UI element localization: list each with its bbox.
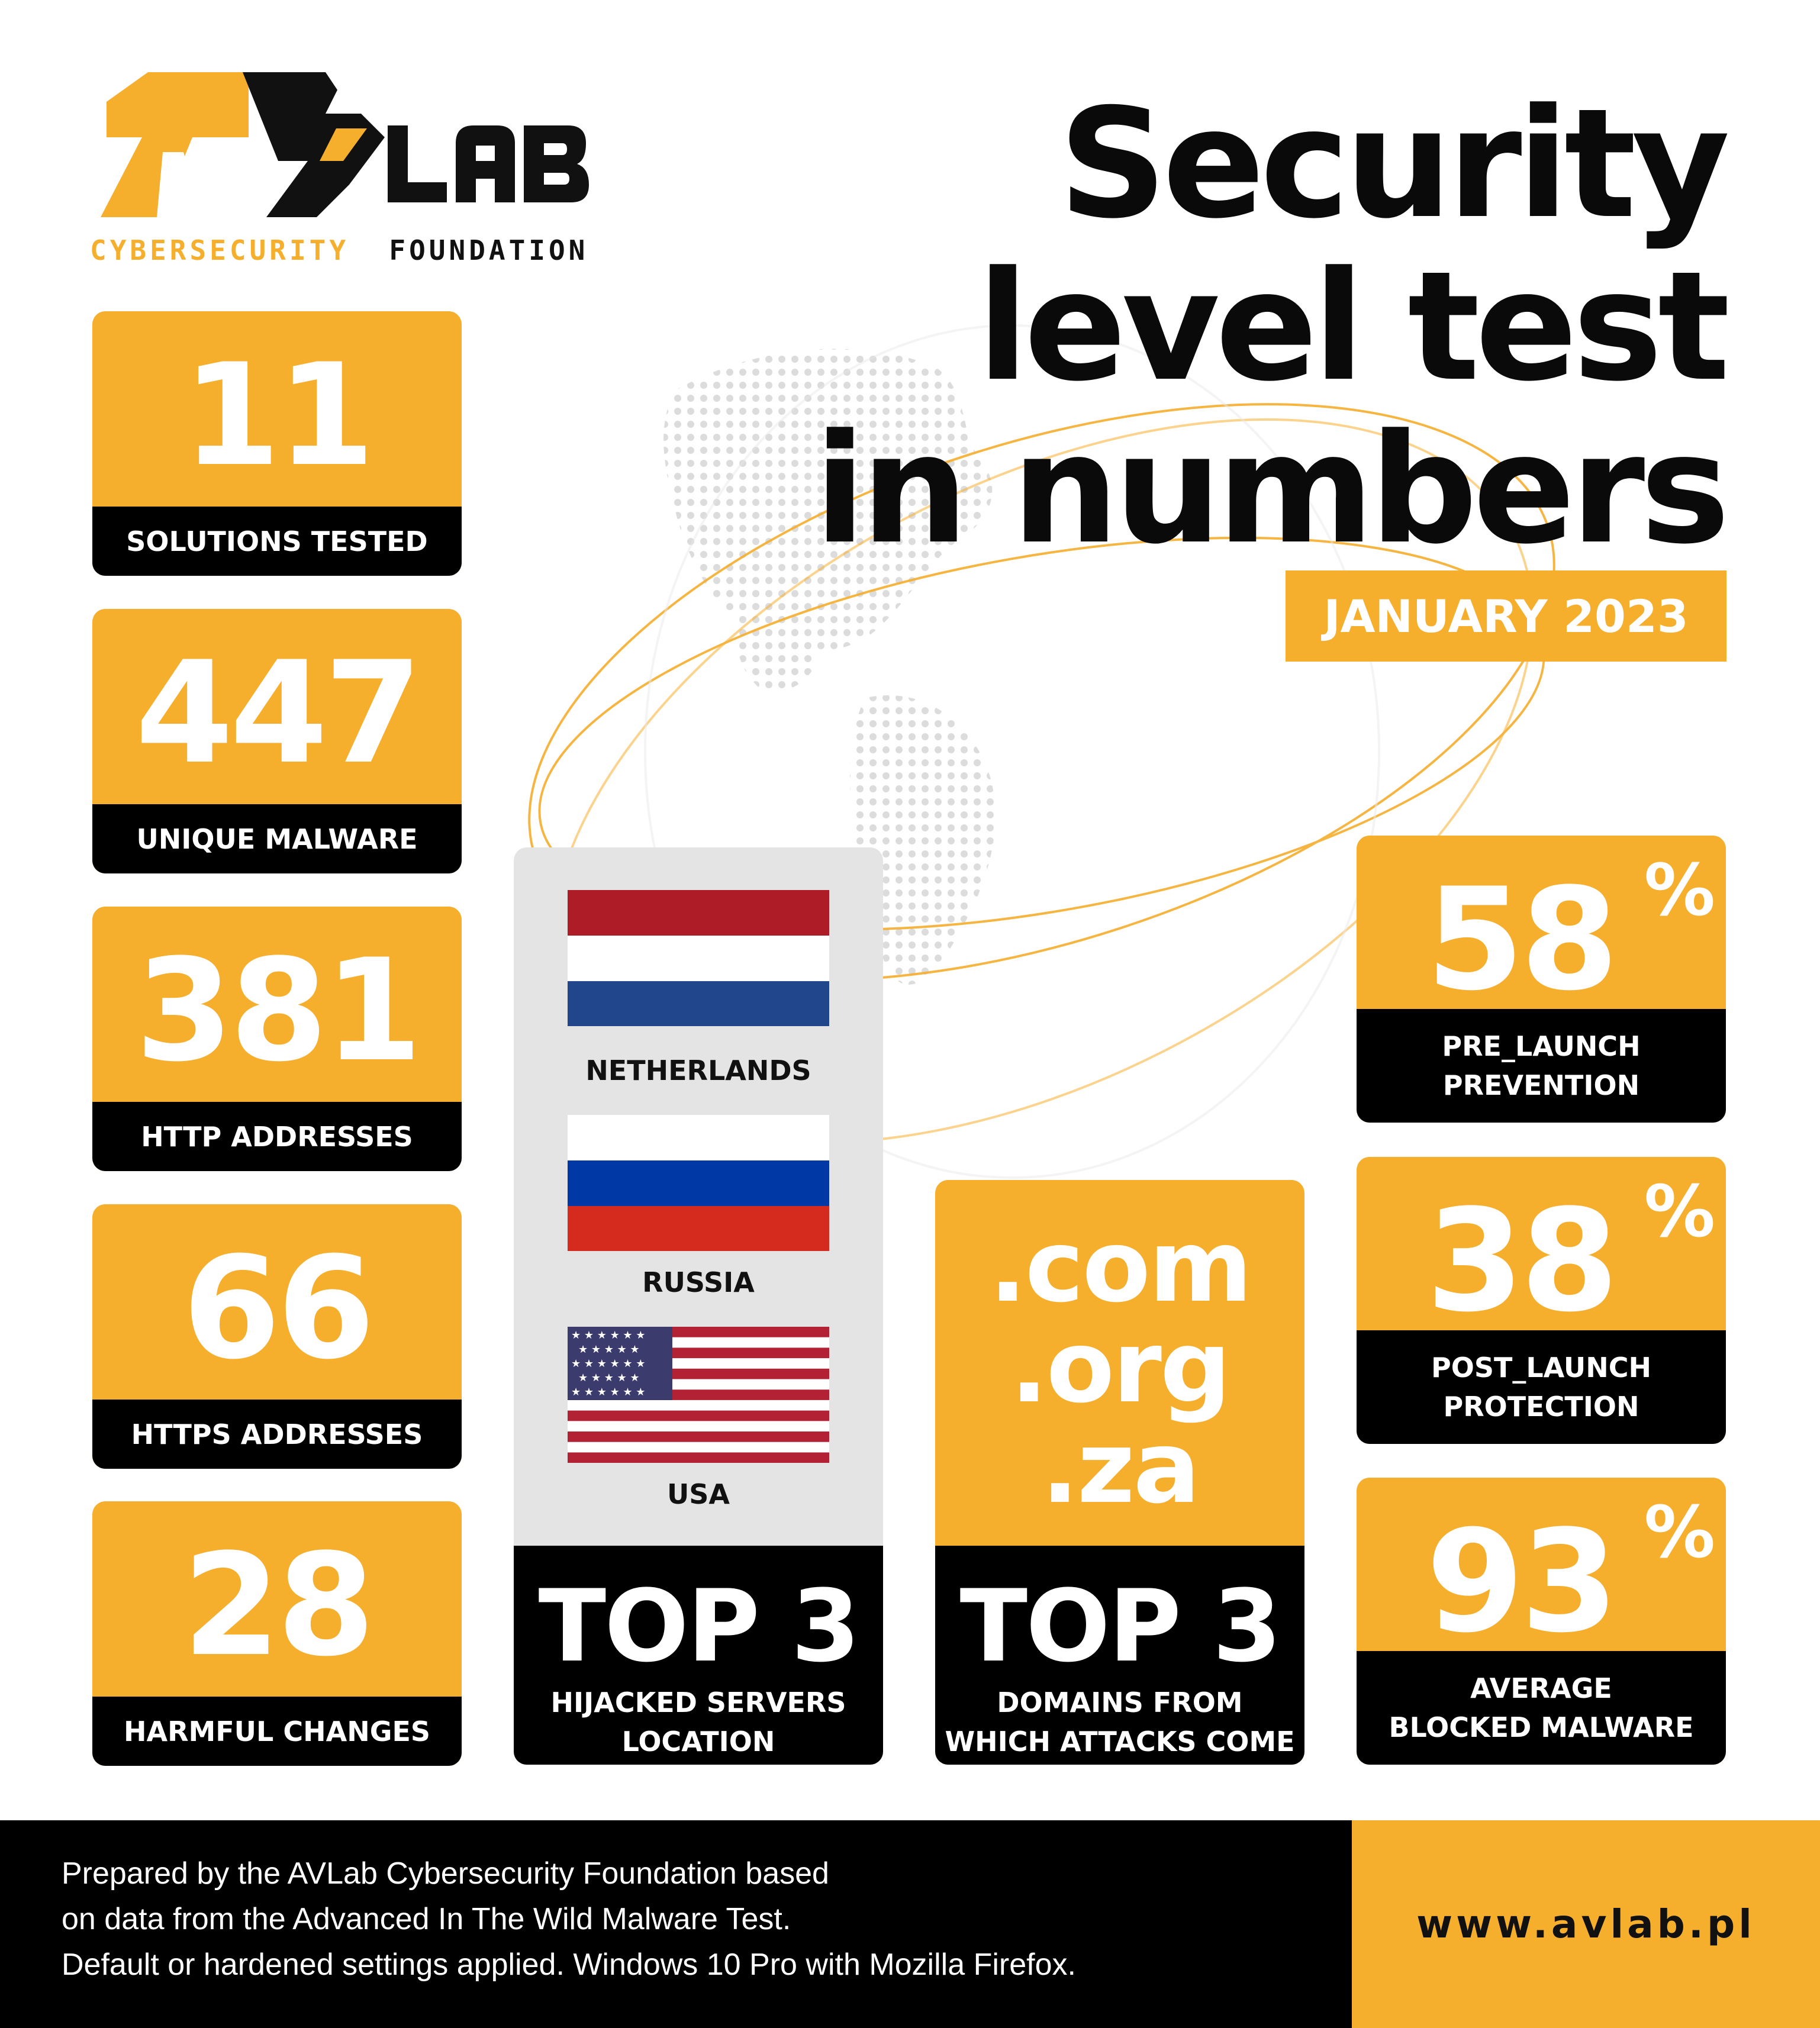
stat-label-text: HTTP ADDRESSES <box>141 1120 413 1153</box>
netherlands-flag-icon <box>568 890 829 1026</box>
footer-url-box: www.avlab.pl <box>1352 1820 1820 2028</box>
usa-flag-icon: ★ ★ ★ ★ ★ ★ ★ ★ ★ ★ ★ ★ ★ ★ ★ ★ ★ ★ ★ ★ … <box>568 1327 829 1463</box>
footer: Prepared by the AVLab Cybersecurity Foun… <box>0 1820 1820 2028</box>
footer-note-line-2: on data from the Advanced In The Wild Ma… <box>62 1902 791 1936</box>
top3-servers-caption-2: LOCATION <box>621 1726 775 1758</box>
stat-label-text: SOLUTIONS TESTED <box>126 525 428 557</box>
domain-org: .org <box>1010 1309 1231 1425</box>
footer-note-line-3: Default or hardened settings applied. Wi… <box>62 1948 1076 1982</box>
stat-label-text: HARMFUL CHANGES <box>123 1715 431 1748</box>
top3-domains-caption-2: WHICH ATTACKS COME <box>945 1726 1295 1758</box>
domain-za: .za <box>1041 1410 1200 1526</box>
globe-background <box>528 324 1555 1179</box>
top3-servers-caption-1: HIJACKED SERVERS <box>550 1687 846 1719</box>
stat-card-unique-malware: 447 UNIQUE MALWARE <box>92 609 462 873</box>
stat-value: 66 <box>182 1227 375 1391</box>
title-line-3: in numbers <box>814 402 1730 578</box>
website-link[interactable]: www.avlab.pl <box>1416 1901 1755 1947</box>
svg-text:★ ★ ★ ★ ★: ★ ★ ★ ★ ★ <box>578 1343 640 1356</box>
domain-com: .com <box>989 1208 1252 1324</box>
stat-label: AVERAGE BLOCKED MALWARE <box>1357 1651 1726 1765</box>
stat-value: 447 <box>135 631 423 795</box>
percent-sign: % <box>1644 1492 1715 1574</box>
stat-label-line-1: AVERAGE <box>1470 1672 1612 1704</box>
svg-text:★ ★ ★ ★ ★ ★: ★ ★ ★ ★ ★ ★ <box>571 1329 645 1342</box>
top3-servers-card: NETHERLANDS RUSSIA ★ ★ ★ ★ ★ ★ ★ ★ ★ ★ ★… <box>514 847 883 1765</box>
svg-text:★ ★ ★ ★ ★ ★: ★ ★ ★ ★ ★ ★ <box>571 1386 645 1398</box>
stat-label-line-2: BLOCKED MALWARE <box>1389 1711 1694 1743</box>
footer-note-line-1: Prepared by the AVLab Cybersecurity Foun… <box>62 1856 829 1891</box>
stat-card-http-addresses: 381 HTTP ADDRESSES <box>92 907 462 1171</box>
logo-av-mark <box>101 72 385 217</box>
stat-card-post-launch-protection: 38 % POST_LAUNCH PROTECTION <box>1357 1157 1726 1444</box>
country-label-usa: USA <box>666 1478 730 1510</box>
stat-card-harmful-changes: 28 HARMFUL CHANGES <box>92 1501 462 1766</box>
logo-tagline-cybersecurity: CYBERSECURITY <box>90 234 350 266</box>
logo-tagline: CYBERSECURITY FOUNDATION <box>90 234 588 266</box>
stat-value: 28 <box>182 1524 375 1688</box>
title-line-1: Security <box>1058 76 1730 252</box>
stat-label: HARMFUL CHANGES <box>92 1697 462 1766</box>
stat-label-text: HTTPS ADDRESSES <box>131 1418 423 1450</box>
stat-label-line-2: PREVENTION <box>1442 1069 1640 1101</box>
percent-sign: % <box>1644 850 1715 932</box>
percent-value: 93 <box>1426 1500 1618 1664</box>
logo-lab-letters <box>388 125 589 202</box>
stat-value: 11 <box>182 334 375 498</box>
russia-flag-icon <box>568 1115 829 1251</box>
stat-label: HTTPS ADDRESSES <box>92 1400 462 1469</box>
stat-card-solutions-tested: 11 SOLUTIONS TESTED <box>92 311 462 576</box>
avlab-logo <box>101 72 589 217</box>
stat-label: POST_LAUNCH PROTECTION <box>1357 1330 1726 1444</box>
percent-value: 38 <box>1426 1179 1618 1343</box>
stat-label-line-1: POST_LAUNCH <box>1431 1352 1651 1384</box>
stat-card-average-blocked-malware: 93 % AVERAGE BLOCKED MALWARE <box>1357 1478 1726 1765</box>
svg-text:★ ★ ★ ★ ★ ★: ★ ★ ★ ★ ★ ★ <box>571 1358 645 1370</box>
percent-value: 58 <box>1426 858 1618 1022</box>
stat-label-line-2: PROTECTION <box>1443 1391 1639 1423</box>
country-label-russia: RUSSIA <box>642 1266 755 1298</box>
top3-domains-card: .com .org .za TOP 3 DOMAINS FROM WHICH A… <box>935 1180 1304 1765</box>
stat-label: SOLUTIONS TESTED <box>92 507 462 576</box>
logo-tagline-foundation: FOUNDATION <box>389 234 589 266</box>
stat-label-text: UNIQUE MALWARE <box>136 823 418 855</box>
title-line-2: level test <box>977 239 1730 415</box>
footer-note: Prepared by the AVLab Cybersecurity Foun… <box>62 1851 1076 1988</box>
stat-card-https-addresses: 66 HTTPS ADDRESSES <box>92 1204 462 1469</box>
country-label-netherlands: NETHERLANDS <box>585 1055 811 1086</box>
top3-servers-heading: TOP 3 <box>538 1568 861 1684</box>
top3-domains-heading: TOP 3 <box>959 1568 1282 1684</box>
stat-label-line-1: PRE_LAUNCH <box>1442 1030 1641 1062</box>
stat-label: PRE_LAUNCH PREVENTION <box>1357 1009 1726 1123</box>
top3-servers-footer: TOP 3 HIJACKED SERVERS LOCATION <box>514 1546 883 1765</box>
globe-land-dots <box>663 349 996 985</box>
stat-label: UNIQUE MALWARE <box>92 804 462 873</box>
svg-text:★ ★ ★ ★ ★: ★ ★ ★ ★ ★ <box>578 1372 640 1384</box>
stat-card-pre-launch-prevention: 58 % PRE_LAUNCH PREVENTION <box>1357 836 1726 1123</box>
stat-label: HTTP ADDRESSES <box>92 1102 462 1171</box>
date-badge: JANUARY 2023 <box>1286 570 1726 662</box>
stat-value: 381 <box>135 929 423 1093</box>
top3-domains-caption-1: DOMAINS FROM <box>997 1687 1243 1719</box>
percent-sign: % <box>1644 1171 1715 1253</box>
top3-domains-footer: TOP 3 DOMAINS FROM WHICH ATTACKS COME <box>935 1546 1304 1765</box>
